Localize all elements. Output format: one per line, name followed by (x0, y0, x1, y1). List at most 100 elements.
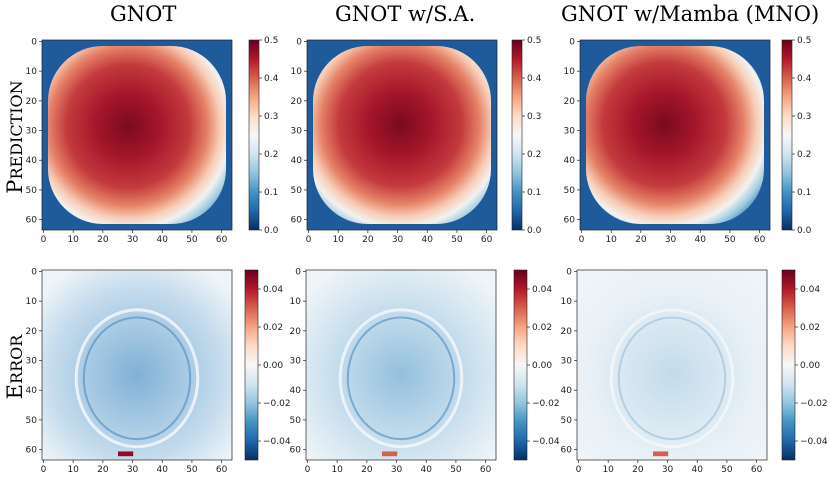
y-tick-label: 40 (26, 156, 38, 166)
y-tick-label: 50 (26, 416, 38, 426)
colorbar-tick-label: 0.2 (527, 150, 541, 160)
column-title-gnot-sa: GNOT w/S.A. (335, 2, 476, 26)
heatmap-panel-1 (306, 39, 498, 231)
colorbar-tick-label: 0.04 (263, 285, 283, 295)
x-tick-label: 10 (67, 235, 79, 245)
x-tick-label: 0 (306, 235, 312, 245)
error-ring (74, 308, 200, 449)
y-tick-label: 0 (295, 267, 301, 277)
y-tick-label: 20 (564, 97, 576, 107)
y-tick-label: 60 (561, 446, 573, 456)
x-tick-label: 40 (422, 235, 434, 245)
colorbar-tick-label: 0.04 (532, 285, 552, 295)
axes-frame (306, 39, 498, 231)
x-tick-label: 10 (602, 465, 614, 475)
heatmap-field (577, 270, 767, 460)
x-tick-label: 10 (67, 465, 79, 475)
x-tick-label: 60 (216, 465, 228, 475)
x-tick-label: 60 (216, 235, 228, 245)
x-tick-label: 20 (97, 465, 109, 475)
error-ring (609, 308, 735, 449)
colorbar-tick-label: 0.02 (800, 323, 820, 333)
colorbar-tick-label: 0.00 (263, 361, 283, 371)
colorbar-tick-label: 0.3 (527, 112, 541, 122)
colorbar-tick-label: 0.0 (527, 226, 542, 236)
y-tick-label: 50 (290, 416, 302, 426)
y-tick-label: 40 (291, 156, 303, 166)
heatmap-field (306, 270, 496, 460)
heatmap-field (313, 46, 491, 224)
colorbar-tick-label: 0.5 (264, 36, 278, 46)
heatmap-panel-2 (579, 39, 771, 231)
y-tick-label: 30 (561, 357, 573, 367)
x-tick-label: 50 (186, 465, 198, 475)
y-tick-label: 20 (561, 327, 573, 337)
colorbar-tick-label: 0.1 (527, 188, 541, 198)
colorbar-tick-label: 0.1 (797, 188, 811, 198)
colorbar (513, 269, 528, 461)
colorbar-tick-label: −0.04 (263, 437, 291, 447)
axes-frame (305, 269, 497, 461)
colorbar-tick-label: 0.0 (797, 226, 812, 236)
error-ring-inner (617, 316, 727, 441)
y-tick-label: 50 (26, 186, 38, 196)
x-tick-label: 60 (754, 235, 766, 245)
heatmap-field (48, 46, 226, 224)
x-tick-label: 0 (579, 235, 585, 245)
x-tick-label: 0 (576, 465, 582, 475)
y-tick-label: 60 (564, 216, 576, 226)
y-tick-label: 30 (26, 127, 38, 137)
colorbar-tick-label: 0.4 (264, 74, 279, 84)
y-tick-label: 20 (26, 97, 38, 107)
y-tick-label: 60 (26, 216, 38, 226)
colorbar-tick-label: −0.04 (800, 437, 828, 447)
axes-frame (576, 269, 768, 461)
colorbar-tick-label: −0.02 (263, 399, 291, 409)
y-tick-label: 10 (290, 297, 302, 307)
colorbar-tick-label: −0.02 (532, 399, 560, 409)
y-tick-label: 10 (564, 67, 576, 77)
x-tick-label: 20 (361, 465, 373, 475)
column-title-gnot: GNOT (110, 2, 177, 26)
heatmap-field (586, 46, 764, 224)
colorbar-tick-label: 0.3 (264, 112, 278, 122)
colorbar-tick-label: 0.2 (264, 150, 278, 160)
axes-frame (41, 269, 233, 461)
x-tick-label: 10 (605, 235, 617, 245)
y-tick-label: 40 (564, 156, 576, 166)
x-tick-label: 60 (481, 235, 493, 245)
colorbar-tick-label: −0.02 (800, 399, 828, 409)
heatmap-field (42, 270, 232, 460)
colorbar-tick-label: 0.5 (527, 36, 541, 46)
y-tick-label: 30 (564, 127, 576, 137)
colorbar (248, 39, 260, 231)
y-tick-label: 30 (291, 127, 303, 137)
x-tick-label: 50 (724, 235, 736, 245)
y-tick-label: 40 (561, 386, 573, 396)
y-tick-label: 50 (561, 416, 573, 426)
colorbar-tick-label: 0.00 (800, 361, 820, 371)
y-tick-label: 10 (561, 297, 573, 307)
colorbar-tick-label: 0.5 (797, 36, 811, 46)
x-tick-label: 20 (97, 235, 109, 245)
x-tick-label: 40 (157, 465, 169, 475)
y-tick-label: 10 (291, 67, 303, 77)
x-tick-label: 60 (480, 465, 492, 475)
x-tick-label: 40 (692, 465, 704, 475)
y-tick-label: 0 (569, 37, 575, 47)
colorbar (781, 269, 796, 461)
x-tick-label: 40 (157, 235, 169, 245)
y-tick-label: 40 (26, 386, 38, 396)
error-hotspot (653, 451, 669, 457)
y-tick-label: 0 (31, 37, 37, 47)
y-tick-label: 40 (290, 386, 302, 396)
y-tick-label: 20 (291, 97, 303, 107)
colorbar (781, 39, 793, 231)
x-tick-label: 10 (332, 235, 344, 245)
colorbar-tick-label: 0.2 (797, 150, 811, 160)
x-tick-label: 0 (305, 465, 311, 475)
heatmap-panel-0 (41, 39, 233, 231)
y-tick-label: 50 (564, 186, 576, 196)
x-tick-label: 30 (392, 235, 404, 245)
heatmap-panel-3 (41, 269, 233, 461)
